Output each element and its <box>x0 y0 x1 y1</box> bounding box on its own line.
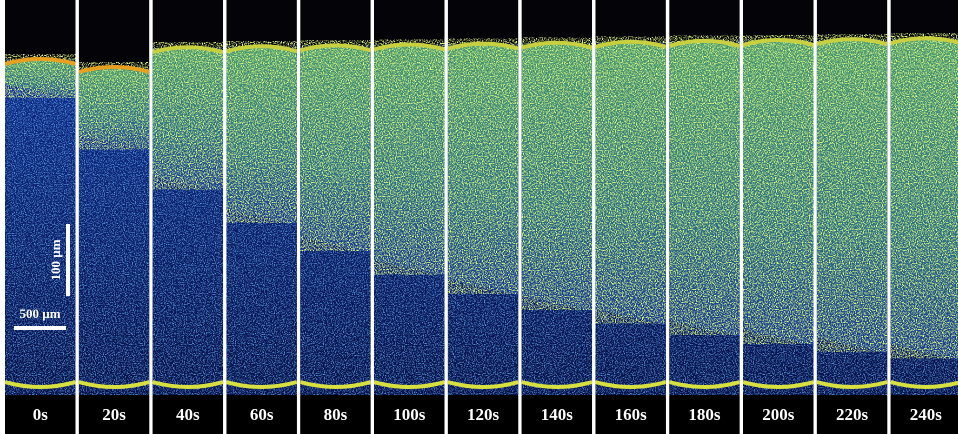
penetrated-speckle <box>447 38 519 294</box>
panel: 180s <box>669 0 740 434</box>
penetrated-speckle <box>669 35 740 335</box>
bottom-layer <box>300 380 371 389</box>
surface-line <box>595 39 666 49</box>
bottom-layer <box>78 380 150 389</box>
bottom-black <box>5 396 76 434</box>
bottom-layer <box>743 380 814 389</box>
tissue-speckle <box>5 59 76 395</box>
bottom-layer <box>226 380 297 389</box>
bottom-layer <box>374 380 445 389</box>
time-label: 220s <box>836 405 869 424</box>
penetrated-speckle <box>226 41 297 223</box>
time-label: 40s <box>176 405 200 424</box>
penetrated-speckle <box>890 33 958 359</box>
panel: 220s <box>816 0 888 434</box>
time-label: 0s <box>33 405 49 424</box>
surface-line <box>890 36 958 46</box>
bottom-black <box>521 396 593 434</box>
bottom-black <box>669 396 740 434</box>
surface-line <box>152 45 224 55</box>
bottom-black <box>447 396 519 434</box>
time-label: 240s <box>910 405 943 424</box>
vertical-scale-label: 100 µm <box>48 239 63 280</box>
panel: 20s <box>78 0 150 434</box>
surface-line <box>300 43 371 53</box>
penetrated-speckle <box>595 36 666 324</box>
bottom-layer <box>447 380 519 389</box>
time-label: 80s <box>324 405 348 424</box>
time-label: 160s <box>615 405 648 424</box>
penetrated-speckle <box>521 37 593 310</box>
panel: 240s <box>890 0 958 434</box>
bottom-layer <box>152 380 224 389</box>
panel: 100s <box>374 0 445 434</box>
bottom-layer <box>521 380 593 389</box>
panels: 0s 20s 40s 60s 80s 100s 120s 140s 160s 180s 200s 22… <box>5 0 958 434</box>
bottom-black <box>78 396 150 434</box>
penetrated-speckle <box>743 35 814 344</box>
bottom-black <box>374 396 445 434</box>
surface-line <box>669 38 740 48</box>
surface-line <box>521 40 593 50</box>
time-label: 60s <box>250 405 274 424</box>
penetrated-speckle <box>816 34 888 352</box>
bottom-black <box>226 396 297 434</box>
penetrated-speckle <box>78 62 150 150</box>
scale-bars: 100 µm 500 µm <box>14 224 70 330</box>
bottom-layer <box>5 380 76 389</box>
bottom-layer <box>816 380 888 389</box>
panel: 200s <box>743 0 814 434</box>
bottom-layer <box>595 380 666 389</box>
bottom-black <box>890 396 958 434</box>
penetrated-speckle <box>152 42 224 190</box>
surface-line <box>447 41 519 51</box>
panel: 40s <box>152 0 224 434</box>
surface-line <box>78 65 150 74</box>
penetrated-speckle <box>374 39 445 275</box>
panel: 0s <box>5 0 76 434</box>
horizontal-scale-label: 500 µm <box>19 306 60 321</box>
bottom-layer <box>890 380 958 389</box>
bottom-layer <box>669 380 740 389</box>
bottom-black <box>300 396 371 434</box>
time-label: 140s <box>541 405 574 424</box>
time-label: 100s <box>393 405 426 424</box>
panel: 120s <box>447 0 519 434</box>
time-label: 120s <box>467 405 500 424</box>
bottom-black <box>816 396 888 434</box>
time-label: 200s <box>762 405 795 424</box>
time-label: 180s <box>688 405 721 424</box>
bottom-black <box>743 396 814 434</box>
time-label: 20s <box>102 405 126 424</box>
panel: 140s <box>521 0 593 434</box>
panel: 80s <box>300 0 371 434</box>
bottom-black <box>152 396 224 434</box>
panel: 160s <box>595 0 666 434</box>
surface-line <box>226 44 297 54</box>
surface-line <box>743 38 814 47</box>
surface-line <box>374 42 445 52</box>
penetrated-speckle <box>300 40 371 251</box>
surface-line <box>5 57 76 66</box>
panel: 60s <box>226 0 297 434</box>
surface-line <box>816 37 888 47</box>
bottom-black <box>595 396 666 434</box>
